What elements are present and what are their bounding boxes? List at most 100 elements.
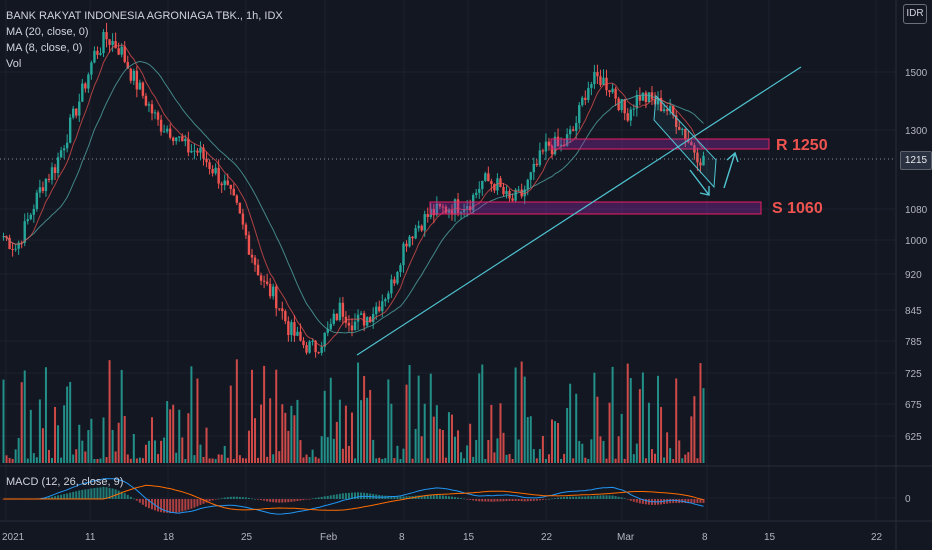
x-tick-label: Mar [617,532,635,543]
candle-body [132,70,136,81]
candle-body [259,275,263,281]
currency-badge[interactable]: IDR [903,4,927,24]
macd-histogram-bar [575,496,578,499]
candle-body [502,186,505,195]
volume-bar [569,383,572,463]
x-tick-label: 15 [463,532,475,543]
volume-bar [563,453,566,463]
candle-body [290,322,293,336]
volume-bar [690,416,693,463]
volume-bar [663,457,666,463]
vol-legend[interactable]: Vol [6,58,22,70]
candle-body [568,129,572,135]
volume-bar [463,458,466,463]
x-tick-label: 8 [702,532,708,543]
volume-bar [441,430,444,463]
volume-bar [560,458,563,463]
volume-bar [217,454,220,463]
y-tick-label: 920 [905,270,922,281]
candle-body [408,236,411,247]
macd-histogram-bar [687,499,690,504]
macd-histogram-bar [99,487,102,499]
volume-bar [681,458,684,463]
volume-bar [378,457,381,463]
volume-bar [496,438,499,463]
candle-body [65,142,69,149]
volume-bar [196,378,199,463]
volume-bar [247,430,250,463]
macd-histogram-bar [320,496,323,499]
ma8-legend[interactable]: MA (8, close, 0) [6,42,83,54]
macd-histogram-bar [196,499,199,507]
candle-body [617,98,620,110]
macd-histogram-bar [623,498,626,499]
macd-histogram-bar [275,499,278,503]
candle-body [538,150,542,166]
volume-bar [232,458,235,463]
macd-histogram-bar [60,494,63,499]
volume-bar [266,456,269,463]
macd-histogram-bar [460,498,463,499]
candle-body [396,271,399,284]
macd-histogram-bar [493,499,496,502]
volume-bar [263,365,266,463]
macd-histogram-bar [157,499,160,512]
volume-bar [599,436,602,463]
volume-bar [120,369,123,463]
macd-histogram-bar [490,499,493,502]
volume-bar [538,449,541,463]
macd-histogram-bar [287,499,290,503]
candle-body [284,311,287,322]
volume-bar [429,373,432,463]
x-tick-label: 18 [163,532,175,543]
volume-bar [608,402,611,463]
candle-body [220,183,223,186]
macd-histogram-bar [129,496,132,499]
y-tick-label: 725 [905,369,922,380]
candle-body [647,92,651,103]
candle-body [702,155,705,166]
macd-histogram-bar [638,499,641,504]
volume-bar [144,444,147,463]
macd-histogram-bar [408,496,411,499]
volume-bar [572,458,575,463]
volume-bar [96,458,99,463]
volume-bar [596,396,599,463]
volume-bar [72,454,75,463]
x-tick-label: 11 [85,532,96,543]
y-tick-label: 785 [905,337,922,348]
volume-bar [87,430,90,463]
candle-body [550,145,554,155]
candle-body [299,331,302,341]
volume-bar [223,445,226,463]
candle-body [241,213,245,225]
macd-histogram-bar [538,499,541,501]
macd-histogram-bar [293,499,296,502]
macd-histogram-bar [399,496,402,499]
macd-histogram-bar [335,494,338,499]
candle-body [211,169,214,174]
x-tick-label: 25 [241,532,253,543]
volume-bar [69,381,72,463]
ma20-legend[interactable]: MA (20, close, 0) [6,26,89,38]
macd-histogram-bar [181,499,184,512]
volume-bar [393,457,396,463]
macd-histogram-bar [144,499,147,507]
volume-bar [684,454,687,463]
candle-body [168,128,172,138]
symbol-title[interactable]: BANK RAKYAT INDONESIA AGRONIAGA TBK., 1h… [6,10,283,22]
macd-legend[interactable]: MACD (12, 26, close, 9) [6,476,124,488]
volume-bar [338,399,341,463]
volume-bar [575,393,578,463]
candle-body [384,299,387,302]
volume-bar [435,405,438,463]
macd-histogram-bar [278,499,281,503]
volume-bar [420,436,423,463]
volume-bar [241,458,244,463]
volume-bar [669,448,672,463]
volume-bar [366,397,369,463]
volume-bar [490,404,493,463]
candle-body [117,48,120,55]
candle-body [684,128,687,140]
